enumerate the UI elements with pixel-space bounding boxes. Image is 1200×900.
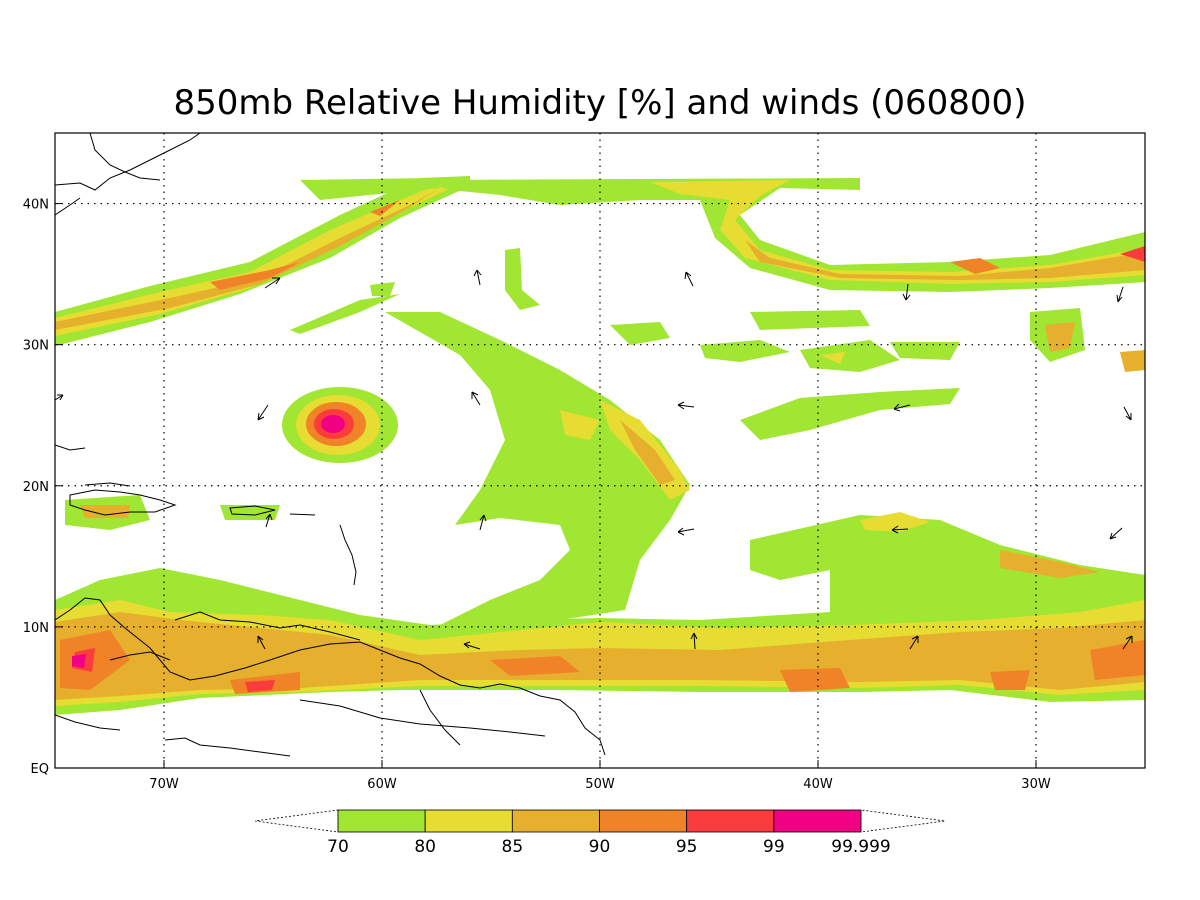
wind-arrow-icon [893,403,911,412]
wind-arrow-icon [265,513,273,528]
colorbar-bin [424,809,513,833]
wind-arrow-icon [891,525,909,534]
colorbar-bin [686,809,775,833]
hurricane-humidity-core [282,387,398,463]
colorbar-bin [337,809,426,833]
wind-arrow-icon [1116,286,1124,303]
wind-arrows [55,269,1133,650]
map-title: 850mb Relative Humidity [%] and winds (0… [174,83,1027,123]
colorbar-label: 99 [763,837,785,857]
wind-arrow-icon [471,391,481,406]
wind-arrow-icon [690,632,698,650]
colorbar-label: 85 [502,837,524,857]
lon-tick-label: 70W [149,777,179,792]
lon-tick-label: 60W [367,777,397,792]
wind-arrow-icon [473,269,482,286]
wind-arrow-icon [909,635,919,650]
wind-arrow-icon [1109,527,1123,540]
wind-arrow-icon [55,394,64,401]
wind-arrow-icon [1123,406,1132,421]
colorbar-low-extension [254,809,339,833]
colorbar-high-extension [860,809,946,833]
lat-tick-label: 10N [23,621,49,636]
wind-arrow-icon [1122,635,1133,650]
wind-arrow-icon [684,271,694,287]
wind-arrow-icon [463,641,481,650]
humidity-band-north-west [55,176,470,346]
wind-arrow-icon [264,277,281,289]
wind-arrow-icon [479,514,487,531]
wind-arrow-icon [677,401,695,410]
lon-tick-label: 40W [803,777,833,792]
humidity-band-north-east [420,178,1145,292]
humidity-tongue-central [385,248,690,630]
colorbar-label: 95 [676,837,698,857]
colorbar-bin [773,809,862,833]
lon-tick-label: 30W [1021,777,1051,792]
wind-arrow-icon [902,283,911,301]
colorbar-label: 99.999 [831,837,890,857]
lon-tick-label: 50W [585,777,615,792]
colorbar-label: 90 [589,837,611,857]
humidity-scattered-patches [65,282,1145,530]
lat-tick-label: 40N [23,198,49,213]
wind-arrow-icon [257,404,269,421]
longitude-axis: 70W 60W 50W 40W 30W [149,760,1051,792]
lat-tick-label: 20N [23,480,49,495]
coastlines [55,133,606,757]
colorbar-label: 80 [414,837,436,857]
colorbar-bin [599,809,688,833]
lat-tick-label: 30N [23,339,49,354]
colorbar-bin [511,809,600,833]
colorbar-label: 70 [327,837,349,857]
plot-area [55,133,1145,768]
lat-tick-label: EQ [31,762,49,777]
wind-arrow-icon [257,635,266,650]
colorbar: 70 80 85 90 95 99 99.999 [254,809,946,857]
wind-arrow-icon [677,527,695,536]
latitude-axis: EQ 10N 20N 30N 40N [23,198,63,777]
